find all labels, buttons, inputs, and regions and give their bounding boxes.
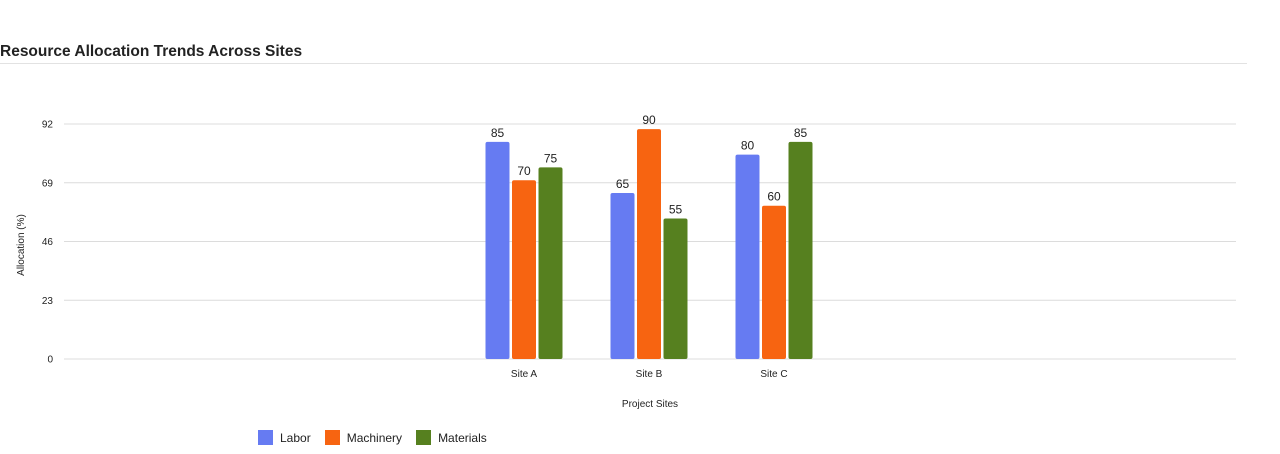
bar-machinery — [762, 205, 786, 359]
y-axis-title: Allocation (%) — [16, 214, 27, 276]
data-label-labor: 80 — [741, 139, 755, 153]
data-label-machinery: 90 — [642, 113, 656, 127]
chart-title: Resource Allocation Trends Across Sites — [0, 43, 303, 60]
bar-labor — [735, 154, 760, 359]
data-label-materials: 55 — [669, 203, 683, 217]
legend-swatch-materials — [416, 430, 432, 445]
data-label-materials: 75 — [544, 151, 558, 165]
legend-item-materials[interactable]: Materials — [416, 430, 487, 445]
chart-legend: Labor Machinery Materials — [258, 430, 501, 445]
data-label-labor: 65 — [616, 177, 630, 191]
bar-materials — [538, 167, 563, 359]
y-tick-label: 46 — [42, 237, 54, 248]
bar-machinery — [512, 180, 536, 359]
x-tick-label: Site B — [636, 369, 663, 380]
y-tick-label: 69 — [42, 178, 54, 189]
legend-item-labor[interactable]: Labor — [258, 430, 311, 445]
legend-label-labor: Labor — [280, 430, 311, 445]
chart-header: Resource Allocation Trends Across Sites — [0, 42, 1247, 64]
legend-item-machinery[interactable]: Machinery — [324, 430, 403, 445]
bar-materials — [663, 218, 688, 359]
data-label-materials: 85 — [794, 126, 808, 140]
y-tick-label: 92 — [42, 120, 54, 131]
x-tick-label: Site C — [760, 369, 787, 380]
bar-labor — [485, 141, 510, 359]
data-label-machinery: 60 — [767, 190, 781, 204]
x-tick-label: Site A — [511, 369, 537, 380]
legend-label-machinery: Machinery — [346, 430, 403, 445]
y-tick-label: 0 — [47, 355, 53, 366]
data-label-machinery: 70 — [517, 164, 531, 178]
legend-label-materials: Materials — [438, 430, 487, 445]
bar-machinery — [637, 129, 661, 359]
bar-labor — [610, 192, 635, 359]
x-axis-title: Project Sites — [622, 399, 678, 410]
y-tick-label: 23 — [42, 296, 54, 307]
legend-swatch-labor — [258, 430, 273, 445]
data-label-labor: 85 — [491, 126, 505, 140]
bar-materials — [788, 141, 813, 359]
legend-swatch-machinery — [324, 430, 340, 445]
